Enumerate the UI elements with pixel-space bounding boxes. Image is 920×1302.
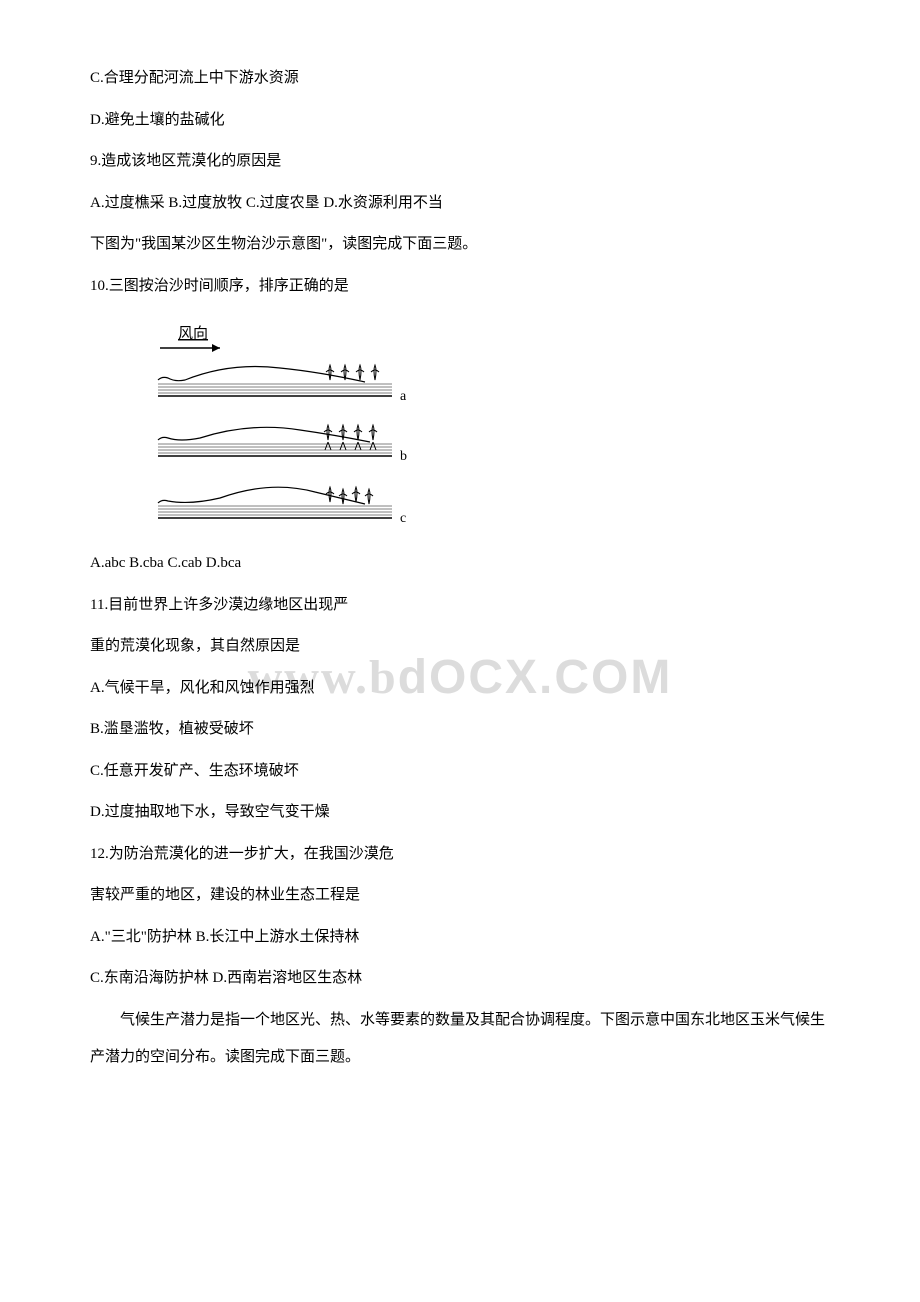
document-content: C.合理分配河流上中下游水资源 D.避免土壤的盐碱化 9.造成该地区荒漠化的原因… xyxy=(90,60,830,1077)
diagram-row-c: c xyxy=(158,487,406,526)
options-q10: A.abc B.cba C.cab D.bca xyxy=(90,545,830,583)
option-b-q11: B.滥垦滥牧，植被受破坏 xyxy=(90,711,830,749)
question-11-line1: 11.目前世界上许多沙漠边缘地区出现严 xyxy=(90,587,830,625)
diagram-intro: 下图为"我国某沙区生物治沙示意图"，读图完成下面三题。 xyxy=(90,226,830,264)
question-10: 10.三图按治沙时间顺序，排序正确的是 xyxy=(90,268,830,306)
plants-a xyxy=(326,365,379,380)
options-q12-line2: C.东南沿海防护林 D.西南岩溶地区生态林 xyxy=(90,960,830,998)
diagram-row-a: a xyxy=(158,365,407,404)
option-d-q11: D.过度抽取地下水，导致空气变干燥 xyxy=(90,794,830,832)
wind-direction-label: 风向 xyxy=(178,325,208,342)
label-b: b xyxy=(400,449,407,464)
option-d-q8: D.避免土壤的盐碱化 xyxy=(90,102,830,140)
diagram-row-b: b xyxy=(158,425,407,464)
question-12-line2: 害较严重的地区，建设的林业生态工程是 xyxy=(90,877,830,915)
plants-b xyxy=(324,425,377,450)
options-q12-line1: A."三北"防护林 B.长江中上游水土保持林 xyxy=(90,919,830,957)
label-a: a xyxy=(400,389,407,404)
label-c: c xyxy=(400,511,406,526)
question-9: 9.造成该地区荒漠化的原因是 xyxy=(90,143,830,181)
option-a-q11: A.气候干旱，风化和风蚀作用强烈 xyxy=(90,670,830,708)
options-q9: A.过度樵采 B.过度放牧 C.过度农垦 D.水资源利用不当 xyxy=(90,185,830,223)
option-c-q11: C.任意开发矿产、生态环境破坏 xyxy=(90,753,830,791)
plants-c xyxy=(326,487,373,504)
option-c-q8: C.合理分配河流上中下游水资源 xyxy=(90,60,830,98)
question-12-line1: 12.为防治荒漠化的进一步扩大，在我国沙漠危 xyxy=(90,836,830,874)
climate-intro: 气候生产潜力是指一个地区光、热、水等要素的数量及其配合协调程度。下图示意中国东北… xyxy=(90,1002,830,1077)
sand-control-diagram: 风向 a xyxy=(150,320,830,530)
question-11-line2: 重的荒漠化现象，其自然原因是 xyxy=(90,628,830,666)
